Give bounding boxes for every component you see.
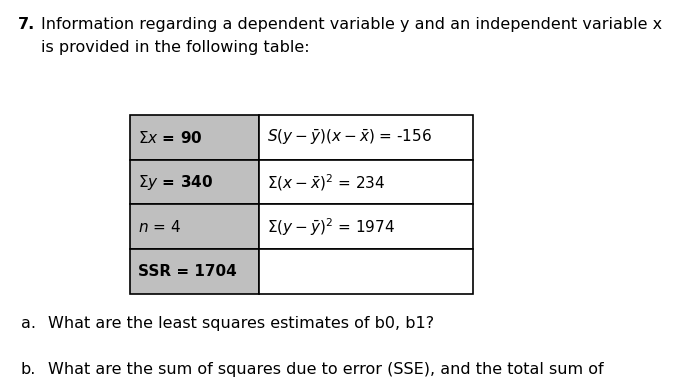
Bar	[130, 160, 259, 204]
Bar	[130, 204, 259, 249]
Text: $\Sigma y$ = 340: $\Sigma y$ = 340	[138, 173, 213, 192]
Text: $\Sigma(x-\bar{x})^2$ = 234: $\Sigma(x-\bar{x})^2$ = 234	[267, 172, 386, 192]
Text: SSR = 1704: SSR = 1704	[138, 264, 237, 279]
Bar	[259, 115, 472, 160]
Text: $S(y-\bar{y})(x-\bar{x})$ = -156: $S(y-\bar{y})(x-\bar{x})$ = -156	[267, 128, 433, 147]
Text: What are the sum of squares due to error (SSE), and the total sum of: What are the sum of squares due to error…	[48, 362, 603, 377]
Text: is provided in the following table:: is provided in the following table:	[41, 40, 314, 55]
Text: $n$ = 4: $n$ = 4	[138, 219, 181, 235]
Bar	[130, 115, 259, 160]
Bar	[259, 160, 472, 204]
Text: $\Sigma(y-\bar{y})^2$ = 1974: $\Sigma(y-\bar{y})^2$ = 1974	[267, 216, 395, 238]
Bar	[259, 204, 472, 249]
Text: a.: a.	[21, 316, 36, 332]
Text: b.: b.	[21, 362, 36, 377]
Bar	[130, 249, 259, 294]
Text: Information regarding a dependent variable y and an independent variable x: Information regarding a dependent variab…	[41, 17, 662, 32]
Text: What are the least squares estimates of b0, b1?: What are the least squares estimates of …	[48, 316, 439, 332]
Text: 7.: 7.	[18, 17, 35, 32]
Text: $\Sigma x$ = 90: $\Sigma x$ = 90	[138, 130, 202, 146]
Bar	[259, 249, 472, 294]
